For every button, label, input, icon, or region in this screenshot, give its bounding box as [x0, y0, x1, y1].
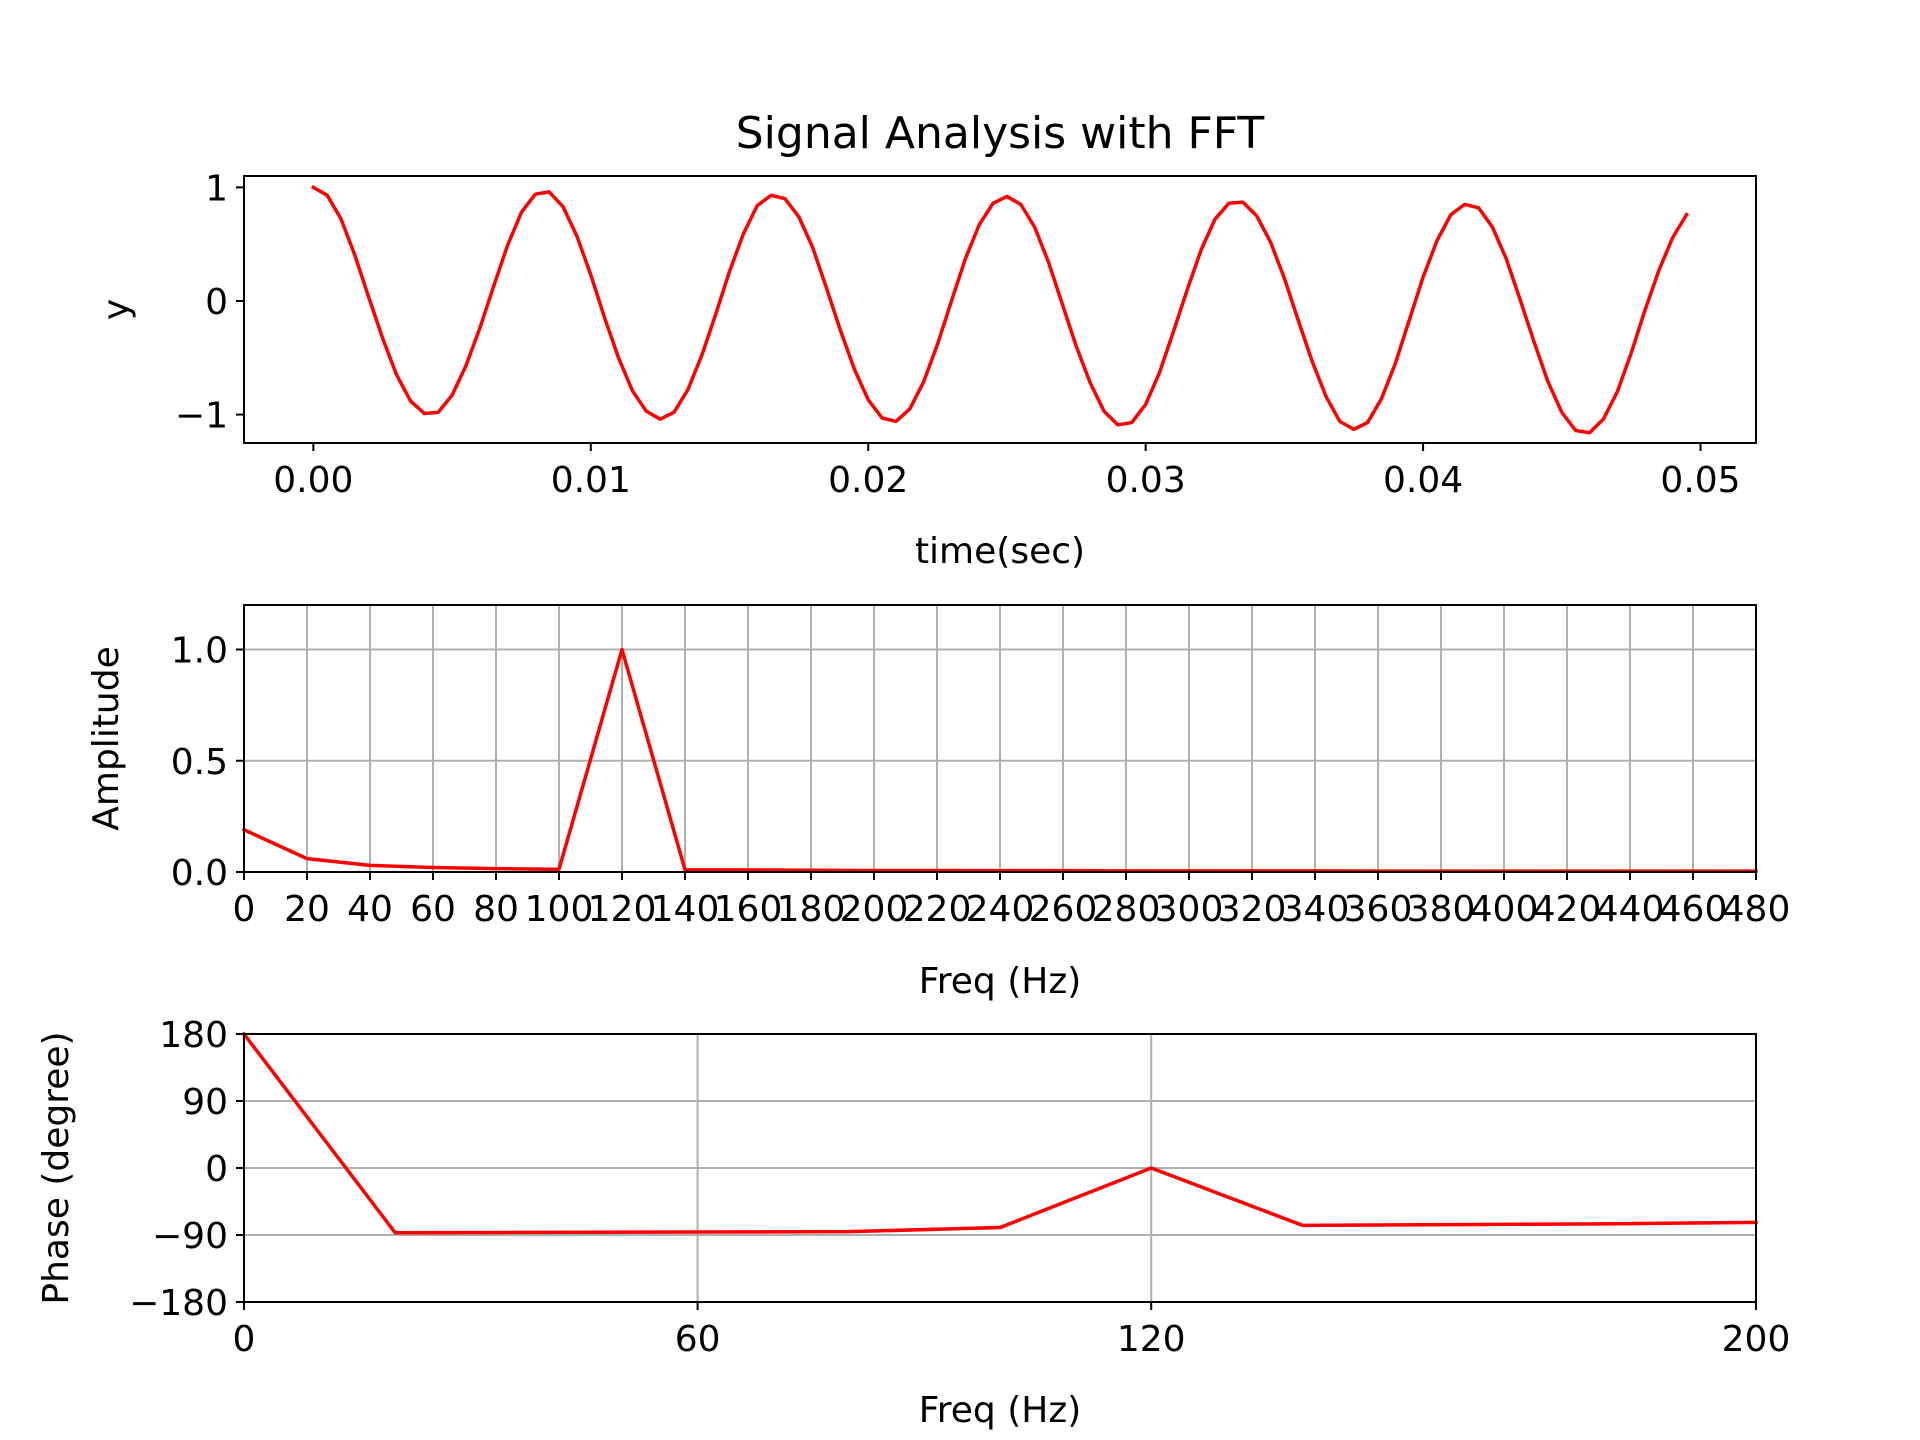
amplitude-x-tick-label: 300: [1155, 889, 1224, 930]
signal-series-line: [310, 184, 1690, 435]
amplitude-panel: 0 20 40 60 80 1001201401601802002202402602803…: [86, 604, 1791, 1002]
signal-x-tick-label: 0.04: [1383, 460, 1463, 501]
amplitude-x-tick-label: 480: [1722, 889, 1791, 930]
signal-y-axis-label: y: [96, 299, 137, 320]
signal-x-tick-label: 0.03: [1106, 460, 1186, 501]
phase-x-tick-label: 120: [1117, 1319, 1186, 1360]
amplitude-x-tick-label: 120: [588, 889, 657, 930]
phase-y-tick-label: −90: [152, 1216, 228, 1257]
phase-series: [241, 1031, 1758, 1235]
amplitude-x-tick-label: 200: [840, 889, 909, 930]
signal-axes-frame: [243, 175, 1757, 444]
signal-x-tick-label: 0.01: [551, 460, 631, 501]
amplitude-x-tick-label: 60: [410, 889, 456, 930]
amplitude-x-tick-label: 80: [473, 889, 519, 930]
phase-y-axis-label: Phase (degree): [36, 1031, 77, 1304]
amplitude-x-tick-label: 320: [1218, 889, 1287, 930]
signal-x-tick-label: 0.00: [273, 460, 353, 501]
amplitude-x-tick-label: 400: [1470, 889, 1539, 930]
amplitude-x-tick-label: 460: [1659, 889, 1728, 930]
signal-x-tick-label: 0.05: [1660, 460, 1740, 501]
amplitude-x-tick-label: 220: [903, 889, 972, 930]
amplitude-x-tick-label: 180: [777, 889, 846, 930]
amplitude-x-tick-label: 240: [966, 889, 1035, 930]
amplitude-y-tick-label: 0.5: [171, 742, 228, 783]
amplitude-x-tick-label: 160: [714, 889, 783, 930]
phase-x-tick-label: 0: [233, 1319, 256, 1360]
amplitude-x-tick-label: 20: [284, 889, 330, 930]
amplitude-y-tick-label: 1.0: [171, 631, 228, 672]
signal-y-tick-label: 0: [205, 282, 228, 323]
amplitude-ticks: 0 20 40 60 80 1001201401601802002202402602803…: [171, 631, 1791, 931]
amplitude-x-tick-label: 340: [1281, 889, 1350, 930]
amplitude-x-tick-label: 140: [651, 889, 720, 930]
amplitude-x-tick-label: 260: [1029, 889, 1098, 930]
signal-y-tick-label: −1: [175, 396, 228, 437]
signal-x-tick-label: 0.02: [828, 460, 908, 501]
amplitude-x-tick-label: 100: [525, 889, 594, 930]
phase-x-tick-label: 60: [675, 1319, 721, 1360]
amplitude-x-tick-label: 280: [1092, 889, 1161, 930]
amplitude-x-tick-label: 380: [1407, 889, 1476, 930]
signal-ticks: 0.00 0.01 0.02 0.03 0.04 0.05 1 0 −1: [175, 168, 1741, 501]
phase-x-tick-label: 200: [1722, 1319, 1791, 1360]
amplitude-x-tick-label: 440: [1596, 889, 1665, 930]
amplitude-x-tick-label: 420: [1533, 889, 1602, 930]
phase-y-tick-label: −180: [129, 1283, 228, 1324]
signal-panel: 0.00 0.01 0.02 0.03 0.04 0.05 1 0 −1 Signal Anal…: [96, 108, 1757, 572]
phase-y-tick-label: 90: [182, 1082, 228, 1123]
amplitude-x-tick-label: 40: [347, 889, 393, 930]
signal-x-axis-label: time(sec): [915, 531, 1085, 572]
amplitude-y-axis-label: Amplitude: [86, 646, 127, 830]
amplitude-x-tick-label: 0: [233, 889, 256, 930]
amplitude-x-axis-label: Freq (Hz): [919, 961, 1082, 1002]
amplitude-x-tick-label: 360: [1344, 889, 1413, 930]
phase-y-tick-label: 180: [159, 1015, 228, 1056]
phase-x-axis-label: Freq (Hz): [919, 1390, 1082, 1431]
chart-title: Signal Analysis with FFT: [736, 108, 1265, 159]
phase-ticks: 0 60 120 200 180 90 0 −90 −180: [129, 1015, 1790, 1360]
signal-series: [310, 184, 1690, 435]
signal-y-tick-label: 1: [205, 168, 228, 209]
phase-panel: 0 60 120 200 180 90 0 −90 −180 Freq (Hz) Phase (…: [36, 1015, 1790, 1431]
phase-series-line: [241, 1031, 1758, 1235]
phase-y-tick-label: 0: [205, 1149, 228, 1190]
amplitude-y-tick-label: 0.0: [171, 853, 228, 894]
